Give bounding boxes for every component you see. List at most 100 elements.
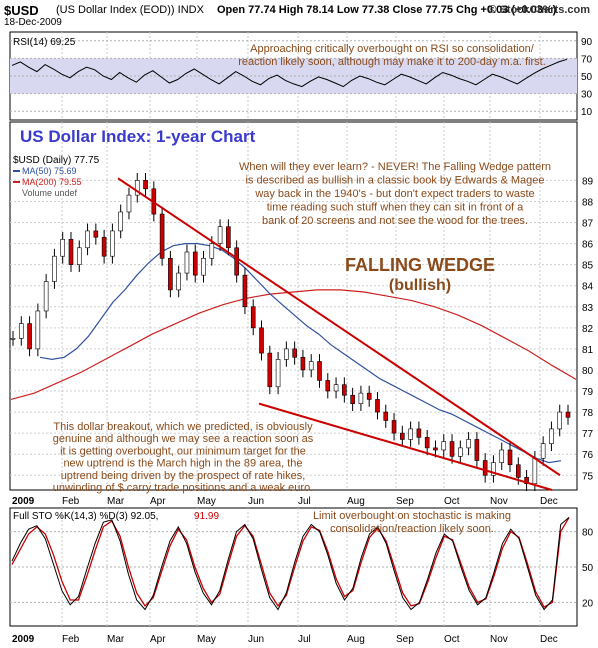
price-y-tick-label: 77: [582, 429, 594, 440]
price-y-tick-label: 86: [582, 240, 594, 251]
bottom-note-line: unwinding of $ carry trade positions and…: [53, 482, 314, 494]
rsi-label: RSI(14) 69.25: [13, 37, 76, 48]
price-candle: [226, 226, 231, 249]
x-tick-label-price: May: [197, 496, 216, 507]
x-tick-label-sto: Nov: [490, 634, 508, 645]
price-candle: [275, 359, 281, 388]
price-candle: [540, 443, 546, 459]
top-note-line: way back in the 1940's - but don't expec…: [254, 188, 534, 200]
price-candle: [126, 194, 132, 213]
sto-y-tick-label: 50: [582, 563, 594, 574]
sto-note-line: consolidation/reaction likely soon.: [330, 523, 494, 535]
price-candle: [201, 258, 206, 276]
x-tick-label-price: Feb: [62, 496, 80, 507]
price-candle: [176, 272, 181, 291]
price-candle: [10, 338, 16, 340]
price-y-tick-label: 75: [582, 471, 594, 482]
wedge-title: FALLING WEDGE: [345, 255, 495, 275]
price-y-tick-label: 84: [582, 282, 594, 293]
top-note-line: time reading such stuff when they can si…: [267, 202, 524, 214]
rsi-y-tick-label: 70: [581, 54, 593, 65]
sto-y-tick-label: 20: [582, 598, 594, 609]
x-tick-label-sto: Feb: [62, 634, 80, 645]
price-candle: [85, 230, 90, 249]
top-note-line: is described as bullish in a classic boo…: [246, 175, 545, 187]
top-note-line: When will they ever learn? - NEVER! The …: [239, 161, 551, 173]
rsi-note-line: Approaching critically overbought on RSI…: [250, 43, 535, 55]
x-tick-label-price: Mar: [107, 496, 125, 507]
legend-price: $USD (Daily) 77.75: [13, 155, 100, 166]
price-candle: [515, 464, 521, 478]
price-panel: [9, 121, 578, 491]
price-candle: [375, 399, 380, 413]
price-candle: [325, 380, 331, 392]
price-y-tick-label: 76: [582, 450, 594, 461]
price-candle: [408, 428, 413, 440]
price-y-tick-label: 89: [582, 176, 594, 187]
wedge-lower-line: [258, 402, 553, 491]
price-candle: [449, 441, 455, 457]
price-candle: [284, 348, 289, 360]
price-y-tick-label: 80: [582, 366, 594, 377]
price-candle: [68, 239, 74, 265]
price-candle: [76, 247, 82, 265]
price-candle: [333, 384, 339, 392]
price-candle: [101, 236, 107, 257]
price-candle: [482, 460, 488, 476]
sto-label: Full STO %K(14,3) %D(3) 92.05,: [13, 511, 158, 522]
x-tick-label-sto: Dec: [540, 634, 558, 645]
price-candle: [192, 251, 198, 276]
price-candle: [358, 392, 364, 404]
price-candle: [499, 449, 505, 463]
chart-header: $USD (US Dollar Index (EOD)) INDX Open 7…: [0, 3, 598, 18]
x-tick-label-price: 2009: [12, 496, 35, 507]
sto-note-line: Limit overbought on stochastic is making: [313, 510, 511, 522]
sto-k-line: [11, 517, 570, 611]
price-candle: [93, 230, 99, 238]
rsi-y-tick-label: 30: [581, 90, 593, 101]
x-tick-label-sto: Aug: [347, 634, 365, 645]
x-tick-label-sto: Jul: [298, 634, 311, 645]
x-tick-label-sto: Apr: [150, 634, 166, 645]
bottom-note-line: genuine and although we may see a reacti…: [53, 433, 314, 445]
price-candle: [250, 306, 256, 329]
price-candle: [400, 432, 405, 440]
price-candle: [391, 420, 397, 434]
price-candle: [549, 428, 554, 444]
rsi-y-tick-label: 50: [581, 72, 593, 83]
brand: © StockCharts.com: [488, 4, 590, 16]
price-candle: [242, 274, 248, 308]
chart-date: 18-Dec-2009: [4, 17, 62, 28]
price-candle: [267, 352, 273, 388]
price-y-tick-label: 82: [582, 324, 594, 335]
x-tick-label-price: Sep: [396, 496, 414, 507]
price-y-tick-label: 81: [582, 345, 594, 356]
bottom-note-line: new uptrend is the March high in the 89 …: [63, 458, 302, 470]
price-candle: [474, 439, 480, 461]
bottom-note-line: This dollar breakout, which we predicted…: [53, 421, 313, 433]
x-tick-label-price: Nov: [490, 496, 508, 507]
sto-y-tick-label: 80: [582, 528, 594, 539]
price-y-tick-label: 78: [582, 408, 594, 419]
x-tick-label-price: Jul: [298, 496, 311, 507]
price-y-tick-label: 87: [582, 219, 594, 230]
ma200-line: [10, 289, 577, 400]
price-candle: [433, 447, 438, 451]
price-candle: [317, 361, 322, 381]
symbol: $USD: [4, 3, 39, 18]
price-candle: [491, 462, 496, 476]
ohlc-readout: Open 77.74 High 78.14 Low 77.38 Close 77…: [217, 4, 557, 16]
rsi-y-tick-label: 90: [581, 37, 593, 48]
price-candle: [557, 411, 563, 430]
price-candle: [234, 247, 239, 276]
price-candle: [424, 437, 430, 449]
price-candle: [118, 211, 123, 232]
legend-ma200: MA(200) 79.55: [22, 177, 82, 187]
price-candle: [27, 323, 32, 350]
x-tick-label-sto: Jun: [248, 634, 264, 645]
price-candle: [524, 477, 529, 484]
price-candle: [35, 310, 41, 350]
price-candle: [308, 361, 314, 371]
price-candle: [52, 255, 57, 282]
